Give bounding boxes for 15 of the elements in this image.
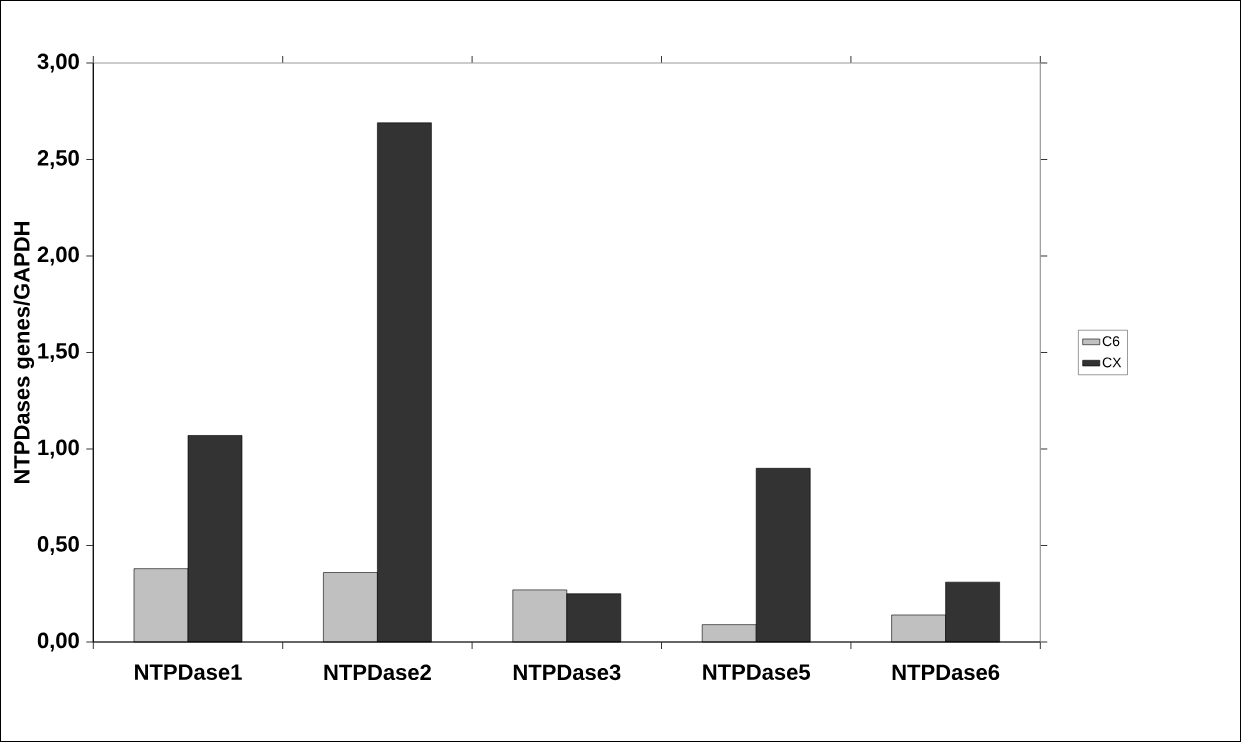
x-tick-label: NTPDase5 (703, 664, 810, 680)
x-tick-label: NTPDase1 (135, 664, 242, 680)
x-tick-label: NTPDase2 (324, 664, 431, 681)
y-tick-label: 2,50 (37, 150, 79, 169)
y-axis-title: NTPDases genes/GAPDH (13, 221, 35, 484)
x-tick-label: NTPDase3 (513, 664, 621, 681)
legend-label: C6 (1102, 336, 1120, 347)
y-tick-label: 1,00 (38, 439, 79, 459)
y-tick-label: 2,00 (37, 246, 79, 266)
y-tick-label: 0,00 (37, 632, 79, 652)
y-tick-label: 3,00 (37, 53, 79, 73)
y-tick-label: 1,50 (38, 343, 79, 362)
y-tick-label: 0,50 (37, 536, 79, 555)
x-tick-label: NTPDase6 (892, 664, 1000, 681)
legend-label: CX (1102, 357, 1122, 368)
